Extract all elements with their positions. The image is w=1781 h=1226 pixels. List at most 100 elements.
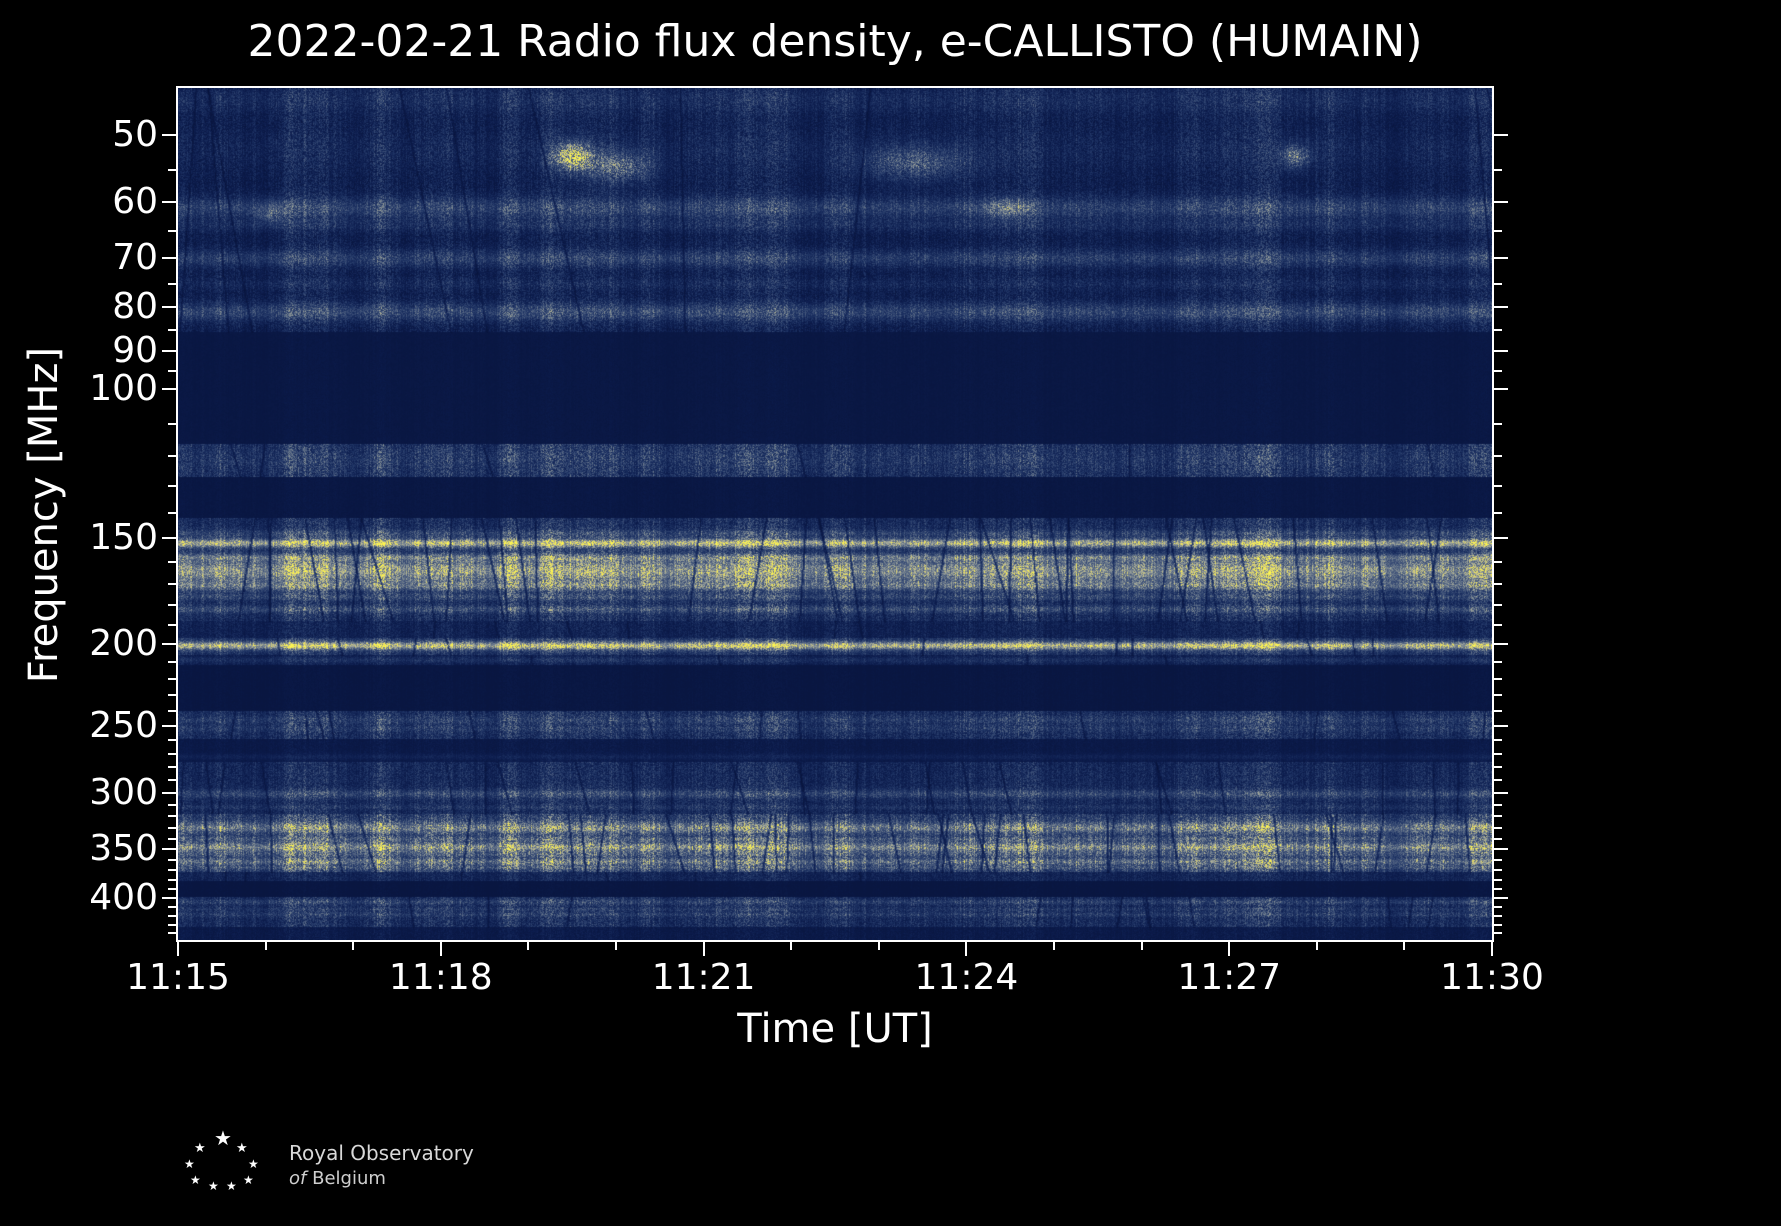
tick-mark	[168, 878, 176, 881]
tick-mark	[168, 753, 176, 756]
tick-mark	[1494, 791, 1508, 794]
rob-logo-text-line2: of Belgium	[289, 1168, 386, 1189]
tick-mark	[1494, 168, 1502, 171]
tick-mark	[1494, 560, 1502, 563]
tick-mark	[168, 369, 176, 372]
y-axis-label: Frequency [MHz]	[21, 346, 67, 684]
tick-mark	[1494, 282, 1502, 285]
tick-mark	[1494, 868, 1502, 871]
tick-mark	[1494, 826, 1502, 829]
tick-mark	[168, 803, 176, 806]
tick-mark	[615, 942, 617, 950]
tick-mark	[1494, 848, 1508, 851]
tick-mark	[162, 537, 176, 540]
tick-mark	[1403, 942, 1406, 950]
tick-mark	[162, 200, 176, 203]
tick-mark	[162, 388, 176, 391]
tick-mark	[162, 306, 176, 309]
tick-mark	[168, 923, 176, 926]
tick-mark	[168, 779, 176, 782]
tick-mark	[177, 942, 179, 956]
tick-mark	[702, 942, 705, 956]
tick-mark	[162, 133, 176, 136]
x-tick-label: 11:21	[651, 957, 756, 998]
tick-mark	[527, 942, 530, 950]
star-icon: ★	[226, 1179, 237, 1193]
tick-mark	[1494, 709, 1502, 712]
tick-mark	[1494, 878, 1502, 881]
x-tick-label: 11:30	[1440, 957, 1544, 998]
tick-mark	[168, 677, 176, 680]
tick-mark	[168, 858, 176, 861]
tick-mark	[168, 624, 176, 627]
tick-mark	[352, 942, 355, 950]
tick-mark	[1494, 837, 1502, 840]
tick-mark	[1494, 624, 1502, 627]
tick-mark	[1494, 739, 1502, 742]
tick-mark	[168, 604, 176, 607]
tick-mark	[162, 349, 176, 352]
star-icon: ★	[236, 1141, 248, 1156]
tick-mark	[168, 423, 176, 426]
tick-mark	[1494, 897, 1508, 900]
tick-mark	[1494, 257, 1508, 260]
tick-mark	[162, 897, 176, 900]
tick-mark	[162, 848, 176, 851]
tick-mark	[168, 837, 176, 840]
spectrogram-canvas	[178, 88, 1492, 940]
star-icon: ★	[208, 1179, 219, 1193]
tick-mark	[168, 168, 176, 171]
tick-mark	[162, 724, 176, 727]
tick-mark	[168, 739, 176, 742]
rob-logo: ★ ★ ★ ★ ★ ★ ★ ★ ★ Royal Observatory of B…	[183, 1126, 643, 1214]
tick-mark	[1494, 583, 1502, 586]
tick-mark	[1494, 660, 1502, 663]
x-tick-label: 11:15	[126, 957, 230, 998]
tick-mark	[168, 328, 176, 331]
tick-mark	[1228, 942, 1231, 956]
tick-mark	[1494, 803, 1502, 806]
tick-mark	[1491, 942, 1493, 956]
x-tick-label: 11:27	[1177, 957, 1282, 998]
star-icon: ★	[184, 1157, 195, 1171]
tick-mark	[1494, 484, 1502, 487]
tick-mark	[168, 230, 176, 233]
tick-mark	[1494, 932, 1502, 935]
tick-mark	[168, 906, 176, 909]
tick-mark	[168, 766, 176, 769]
chart-title: 2022-02-21 Radio flux density, e-CALLIST…	[247, 16, 1423, 67]
tick-mark	[1494, 858, 1502, 861]
tick-mark	[168, 560, 176, 563]
star-icon: ★	[214, 1126, 232, 1150]
tick-mark	[1494, 133, 1508, 136]
tick-mark	[1494, 915, 1502, 918]
tick-mark	[1494, 388, 1508, 391]
tick-mark	[1494, 537, 1508, 540]
tick-mark	[1494, 753, 1502, 756]
tick-mark	[1494, 423, 1502, 426]
tick-mark	[1494, 642, 1508, 645]
tick-mark	[168, 915, 176, 918]
tick-mark	[168, 583, 176, 586]
tick-mark	[1494, 888, 1502, 891]
tick-mark	[168, 455, 176, 458]
tick-mark	[1494, 766, 1502, 769]
rob-logo-text-line1: Royal Observatory	[289, 1141, 474, 1165]
tick-mark	[168, 932, 176, 935]
x-tick-label: 11:24	[914, 957, 1019, 998]
tick-mark	[264, 942, 267, 950]
tick-mark	[790, 942, 793, 950]
tick-mark	[1494, 815, 1502, 818]
tick-mark	[168, 709, 176, 712]
tick-mark	[168, 826, 176, 829]
tick-mark	[168, 511, 176, 514]
plot-area	[176, 86, 1494, 942]
tick-mark	[1494, 906, 1502, 909]
tick-mark	[162, 642, 176, 645]
tick-mark	[162, 257, 176, 260]
tick-mark	[1053, 942, 1055, 950]
tick-mark	[168, 888, 176, 891]
tick-mark	[168, 282, 176, 285]
x-tick-label: 11:18	[388, 957, 493, 998]
star-icon: ★	[194, 1141, 206, 1156]
